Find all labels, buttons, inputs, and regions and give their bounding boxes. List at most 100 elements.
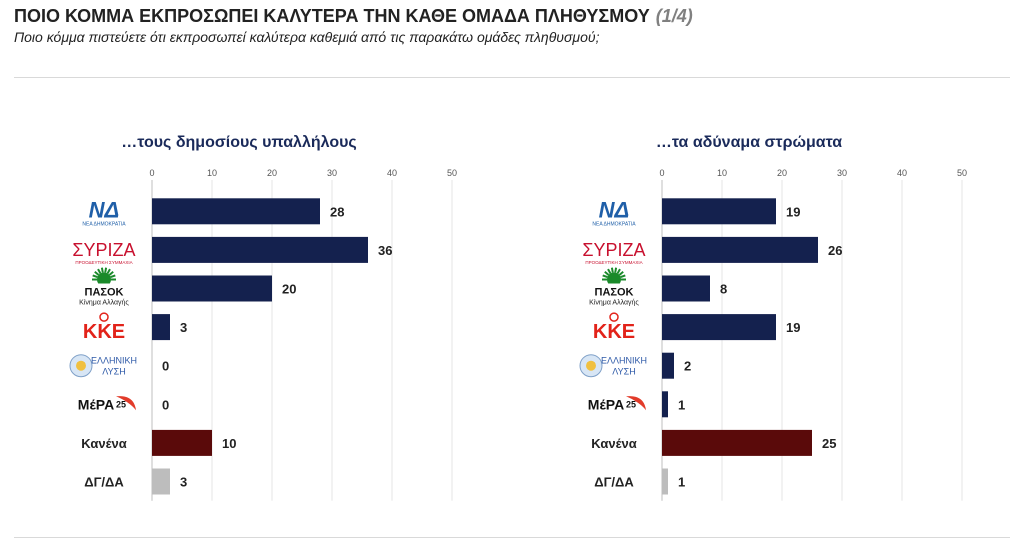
bar [662,391,668,418]
pasok-ray-shape [614,267,618,273]
bar-row: ΔΓ/ΔΑ 3 [84,468,187,495]
syriza-logo-subtext: ΠΡΟΟΔΕΥΤΙΚΗ ΣΥΜΜΑΧΙΑ [585,260,642,265]
data-label: 3 [180,320,187,335]
data-label: 2 [684,359,691,374]
elliniki-lysi-emblem-core [76,360,86,371]
pasok-logo-mark: ΠΑΣΟΚ [85,287,124,299]
pasok-logo-subtext: Κίνημα Αλλαγής [589,299,639,307]
bar [152,275,272,302]
bar [662,429,812,456]
x-tick-label: 20 [267,168,277,178]
mera25-logo-icon: ΜέΡΑ 25 [78,396,136,412]
x-tick-label: 0 [149,168,154,178]
data-label: 20 [282,282,296,297]
data-label: 26 [828,243,842,258]
mera25-logo-mark: ΜέΡΑ [588,396,624,412]
bar [662,314,776,341]
bar [662,468,668,495]
kke-hammer-sickle-shape [609,312,619,322]
bar [662,198,776,225]
pasok-ray-shape [602,274,608,279]
kke-logo-icon: ΚΚΕ [593,312,635,343]
pasok-ray-shape [604,271,610,276]
pasok-ray-shape [108,271,114,276]
header: ΠΟΙΟ ΚΟΜΜΑ ΕΚΠΡΟΣΩΠΕΙ ΚΑΛΥΤΕΡΑ ΤΗΝ ΚΑΘΕ … [14,6,1010,45]
nd-logo-subtext: ΝΕΑ ΔΗΜΟΚΡΑΤΙΑ [592,221,636,227]
page-title: ΠΟΙΟ ΚΟΜΜΑ ΕΚΠΡΟΣΩΠΕΙ ΚΑΛΥΤΕΡΑ ΤΗΝ ΚΑΘΕ … [14,6,1010,27]
chart-title: …τα αδύναμα στρώματα [655,134,843,151]
data-label: 10 [222,436,236,451]
kke-logo-mark: ΚΚΕ [83,321,125,343]
x-axis: 0 10 20 30 40 50 [659,168,967,501]
bar [152,198,320,225]
category-label: ΔΓ/ΔΑ [84,475,124,490]
mera25-swoosh-shape [626,396,646,411]
x-tick-label: 10 [207,168,217,178]
syriza-logo-mark: ΣΥΡΙΖΑ [72,240,135,260]
pasok-logo-mark: ΠΑΣΟΚ [595,287,634,299]
x-tick-label: 30 [327,168,337,178]
data-label: 3 [180,475,187,490]
top-divider [14,77,1010,78]
pasok-ray-shape [620,274,626,279]
x-tick-label: 50 [957,168,967,178]
nd-logo-subtext: ΝΕΑ ΔΗΜΟΚΡΑΤΙΑ [82,221,126,227]
data-label: 1 [678,397,685,412]
mera25-logo-number: 25 [626,399,636,409]
pasok-ray-shape [610,267,614,273]
pasok-logo-subtext: Κίνημα Αλλαγής [79,299,129,307]
data-label: 36 [378,243,392,258]
data-label: 8 [720,282,727,297]
data-label: 25 [822,436,836,451]
syriza-logo-subtext: ΠΡΟΟΔΕΥΤΙΚΗ ΣΥΜΜΑΧΙΑ [75,260,132,265]
mera25-logo-mark: ΜέΡΑ [78,396,114,412]
bar [152,468,170,495]
pasok-sun-base [88,283,120,287]
category-label: Κανένα [81,436,126,451]
bar-row: ΜέΡΑ 25 0 [78,396,169,412]
pasok-ray-shape [97,268,102,274]
mera25-logo-icon: ΜέΡΑ 25 [588,396,646,412]
pasok-ray-shape [104,267,108,273]
category-label: Κανένα [591,436,636,451]
bar [152,314,170,341]
page-indicator: (1/4) [655,6,693,26]
pasok-ray-shape [110,274,116,279]
bar [662,352,674,379]
mera25-swoosh-shape [116,396,136,411]
elliniki-lysi-emblem-core [586,360,596,371]
bar [152,429,212,456]
x-tick-label: 40 [897,168,907,178]
page-subtitle: Ποιο κόμμα πιστεύετε ότι εκπροσωπεί καλύ… [14,29,600,45]
x-tick-label: 20 [777,168,787,178]
pasok-ray-shape [616,268,621,274]
bar [662,236,818,263]
category-label: ΔΓ/ΔΑ [594,475,634,490]
elliniki-lysi-logo-mark: ΕΛΛΗΝΙΚΗ [601,356,647,366]
data-label: 1 [678,475,685,490]
bottom-divider [14,537,1010,538]
kke-logo-icon: ΚΚΕ [83,312,125,343]
bar [662,275,710,302]
syriza-logo-mark: ΣΥΡΙΖΑ [582,240,645,260]
elliniki-lysi-logo-mark: ΕΛΛΗΝΙΚΗ [91,356,137,366]
bar-row: ΜέΡΑ 25 1 [588,391,685,418]
x-tick-label: 50 [447,168,457,178]
nd-logo-mark: ΝΔ [89,197,120,222]
pasok-sun-shape [97,272,111,287]
pasok-ray-shape [607,268,612,274]
pasok-sun-base [598,283,630,287]
x-tick-label: 10 [717,168,727,178]
